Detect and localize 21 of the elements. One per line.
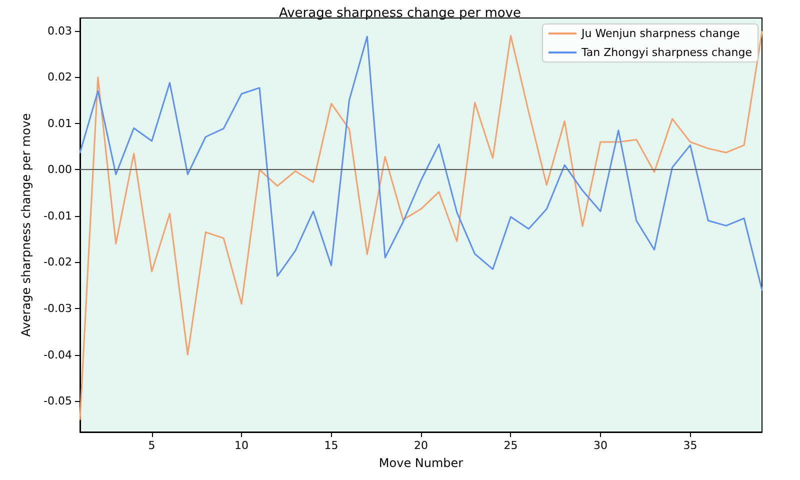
y-tick-label: -0.04 xyxy=(44,348,72,362)
x-tick-label: 30 xyxy=(593,439,608,452)
y-tick-label: -0.03 xyxy=(44,302,72,315)
x-tick-label: 10 xyxy=(234,439,249,452)
y-axis-title: Average sharpness change per move xyxy=(19,113,33,337)
x-tick-label: 15 xyxy=(324,439,338,452)
y-tick-label: 0.02 xyxy=(48,70,72,84)
legend-label: Ju Wenjun sharpness change xyxy=(580,27,740,40)
y-tick-label: 0.01 xyxy=(48,116,72,130)
y-tick-label: -0.01 xyxy=(44,209,72,222)
y-tick-label: 0.00 xyxy=(48,163,72,176)
x-tick-label: 20 xyxy=(414,439,428,452)
x-tick-label: 25 xyxy=(504,439,518,452)
y-tick-label: -0.05 xyxy=(44,394,72,408)
y-tick-label: -0.02 xyxy=(44,256,72,269)
y-tick-label: 0.03 xyxy=(48,24,72,38)
chart-title: Average sharpness change per move xyxy=(278,6,522,21)
x-tick-label: 5 xyxy=(148,439,156,452)
legend-label: Tan Zhongyi sharpness change xyxy=(580,46,752,59)
x-tick-label: 35 xyxy=(683,439,698,452)
x-axis-title: Move Number xyxy=(378,456,464,470)
